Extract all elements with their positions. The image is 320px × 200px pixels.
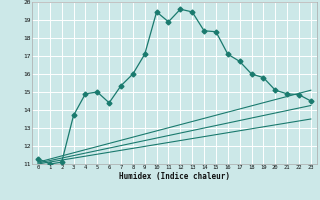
X-axis label: Humidex (Indice chaleur): Humidex (Indice chaleur) — [119, 172, 230, 181]
